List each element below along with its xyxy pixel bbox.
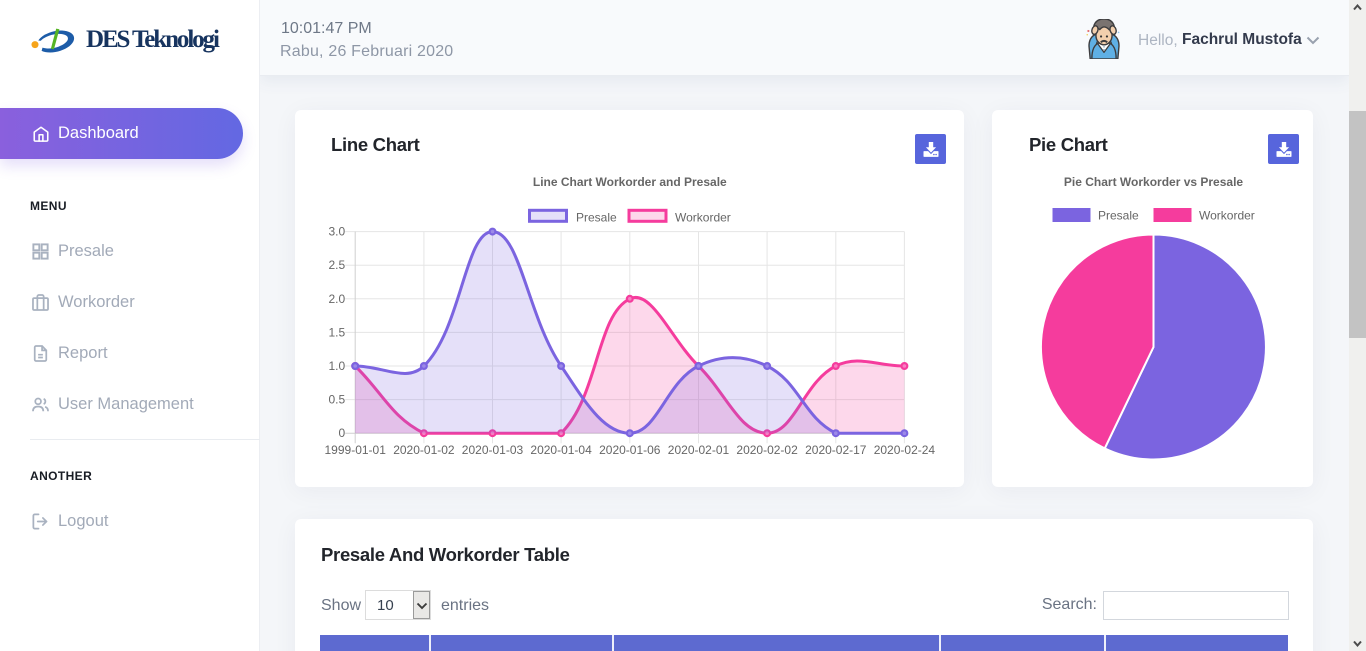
svg-text:Presale: Presale	[576, 211, 617, 225]
svg-text:3.0: 3.0	[329, 225, 346, 239]
svg-text:2.5: 2.5	[329, 258, 346, 272]
svg-text:Workorder: Workorder	[1199, 209, 1255, 223]
svg-text:1999-01-01: 1999-01-01	[325, 443, 387, 457]
svg-text:2020-01-02: 2020-01-02	[393, 443, 455, 457]
svg-text:Pie Chart Workorder vs Presale: Pie Chart Workorder vs Presale	[1064, 175, 1244, 189]
svg-text:0.5: 0.5	[329, 393, 346, 407]
svg-text:2020-01-06: 2020-01-06	[599, 443, 661, 457]
svg-text:1.5: 1.5	[329, 325, 346, 339]
svg-text:Line Chart Workorder and Presa: Line Chart Workorder and Presale	[533, 175, 727, 189]
svg-text:Workorder: Workorder	[675, 211, 731, 225]
svg-text:0: 0	[339, 426, 346, 440]
svg-text:2020-01-03: 2020-01-03	[462, 443, 524, 457]
svg-text:2020-02-17: 2020-02-17	[805, 443, 867, 457]
svg-text:2020-02-24: 2020-02-24	[874, 443, 936, 457]
svg-text:Presale: Presale	[1098, 209, 1139, 223]
svg-text:2.0: 2.0	[329, 292, 346, 306]
svg-text:2020-02-01: 2020-02-01	[668, 443, 730, 457]
svg-text:2020-02-02: 2020-02-02	[736, 443, 798, 457]
svg-text:2020-01-04: 2020-01-04	[530, 443, 592, 457]
svg-text:1.0: 1.0	[329, 359, 346, 373]
